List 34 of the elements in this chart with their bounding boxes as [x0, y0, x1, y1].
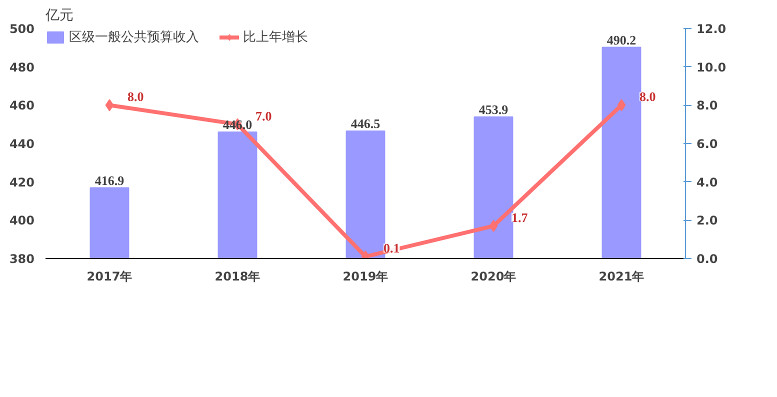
data-label: 453.9	[478, 102, 509, 117]
y-tick-label: 440	[9, 137, 35, 151]
x-tick-label: 2019年	[342, 270, 388, 284]
y2-tick-label: 12.0	[696, 22, 726, 36]
legend-label: 区级一般公共预算收入	[69, 29, 199, 46]
y2-tick-label: 0.0	[696, 252, 718, 266]
y-tick-label: 460	[9, 98, 35, 113]
y2-tick-label: 4.0	[696, 175, 718, 190]
y-axis-title: 亿元	[44, 8, 74, 24]
y2-tick-label: 8.0	[696, 98, 718, 113]
data-label: 1.7	[512, 210, 528, 225]
y2-tick-label: 2.0	[696, 214, 718, 228]
data-label: 8.0	[128, 89, 144, 104]
point	[105, 99, 114, 112]
data-label: 8.0	[640, 89, 656, 104]
x-tick-label: 2020年	[470, 270, 516, 284]
data-label: 446.5	[350, 116, 381, 132]
x-tick-label: 2018年	[214, 270, 260, 284]
y2-tick-label: 10.0	[696, 60, 726, 74]
y-tick-label: 380	[9, 252, 35, 266]
data-label: 7.0	[256, 108, 272, 124]
data-label: 416.9	[94, 172, 125, 188]
data-label: 490.2	[606, 32, 636, 48]
y-tick-label: 420	[9, 175, 35, 190]
y-tick-label: 400	[9, 214, 35, 228]
legend-label: 比上年增长	[243, 29, 308, 46]
x-tick-label: 2017年	[86, 270, 132, 284]
x-tick-label: 2021年	[598, 270, 644, 284]
point	[489, 220, 498, 232]
y2-tick-label: 6.0	[696, 137, 718, 151]
y-tick-label: 480	[9, 60, 35, 74]
y-tick-label: 500	[9, 22, 35, 36]
data-label: 0.1	[384, 240, 400, 256]
point	[617, 99, 626, 112]
